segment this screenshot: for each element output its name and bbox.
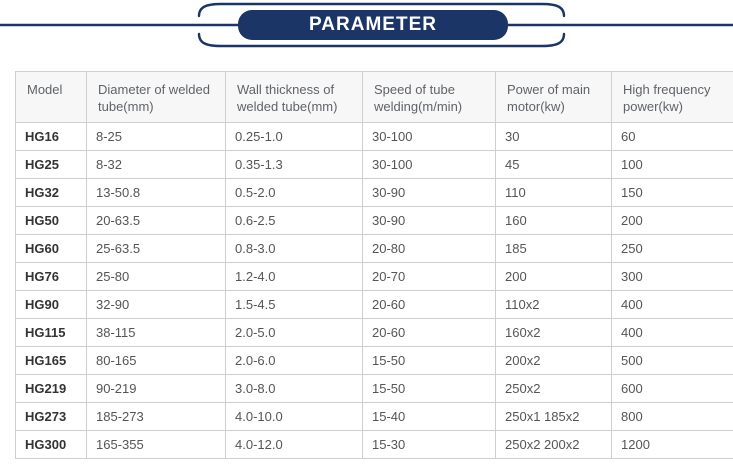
banner-title: PARAMETER (309, 14, 437, 35)
table-row: HG165 80-165 2.0-6.0 15-50 200x2 500 (15, 346, 733, 375)
value-cell: 30-90 (362, 206, 496, 235)
value-cell: 15-30 (362, 430, 496, 459)
value-cell: 30-100 (362, 122, 496, 151)
value-cell: 8-32 (86, 150, 226, 179)
table-body: HG16 8-25 0.25-1.0 30-100 30 60 HG25 8-32 0.35-1… (15, 122, 733, 459)
table-row: HG32 13-50.8 0.5-2.0 30-90 110 150 (15, 178, 733, 207)
value-cell: 20-60 (362, 290, 496, 319)
value-cell: 110 (495, 178, 612, 207)
value-cell: 30-100 (362, 150, 496, 179)
value-cell: 15-50 (362, 346, 496, 375)
model-cell: HG50 (15, 206, 87, 235)
value-cell: 2.0-6.0 (225, 346, 363, 375)
value-cell: 90-219 (86, 374, 226, 403)
parameter-table: Model Diameter of welded tube(mm) Wall thi… (15, 71, 733, 459)
column-header-1: Diameter of welded tube(mm) (86, 71, 226, 123)
value-cell: 4.0-12.0 (225, 430, 363, 459)
model-cell: HG115 (15, 318, 87, 347)
value-cell: 250 (611, 234, 733, 263)
table-row: HG16 8-25 0.25-1.0 30-100 30 60 (15, 122, 733, 151)
column-header-5: High frequency power(kw) (611, 71, 733, 123)
header-row: Model Diameter of welded tube(mm) Wall thi… (15, 71, 733, 123)
model-cell: HG60 (15, 234, 87, 263)
table-row: HG300 165-355 4.0-12.0 15-30 250x2 200x2 1200 (15, 430, 733, 459)
model-cell: HG300 (15, 430, 87, 459)
value-cell: 20-80 (362, 234, 496, 263)
value-cell: 400 (611, 290, 733, 319)
value-cell: 32-90 (86, 290, 226, 319)
value-cell: 165-355 (86, 430, 226, 459)
value-cell: 160x2 (495, 318, 612, 347)
value-cell: 400 (611, 318, 733, 347)
value-cell: 185-273 (86, 402, 226, 431)
value-cell: 15-40 (362, 402, 496, 431)
table-row: HG115 38-115 2.0-5.0 20-60 160x2 400 (15, 318, 733, 347)
model-cell: HG165 (15, 346, 87, 375)
value-cell: 250x2 200x2 (495, 430, 612, 459)
value-cell: 20-60 (362, 318, 496, 347)
model-cell: HG32 (15, 178, 87, 207)
value-cell: 300 (611, 262, 733, 291)
value-cell: 200 (495, 262, 612, 291)
banner-outline-top (197, 2, 566, 18)
value-cell: 30-90 (362, 178, 496, 207)
value-cell: 185 (495, 234, 612, 263)
value-cell: 45 (495, 150, 612, 179)
value-cell: 60 (611, 122, 733, 151)
banner-outline-bottom (197, 32, 566, 48)
value-cell: 13-50.8 (86, 178, 226, 207)
value-cell: 160 (495, 206, 612, 235)
value-cell: 1.2-4.0 (225, 262, 363, 291)
model-cell: HG219 (15, 374, 87, 403)
table-row: HG50 20-63.5 0.6-2.5 30-90 160 200 (15, 206, 733, 235)
value-cell: 0.6-2.5 (225, 206, 363, 235)
model-cell: HG273 (15, 402, 87, 431)
value-cell: 200x2 (495, 346, 612, 375)
column-header-2: Wall thickness of welded tube(mm) (225, 71, 363, 123)
value-cell: 500 (611, 346, 733, 375)
value-cell: 100 (611, 150, 733, 179)
value-cell: 600 (611, 374, 733, 403)
value-cell: 1.5-4.5 (225, 290, 363, 319)
column-header-model: Model (15, 71, 87, 123)
table-row: HG25 8-32 0.35-1.3 30-100 45 100 (15, 150, 733, 179)
table-row: HG273 185-273 4.0-10.0 15-40 250x1 185x2 800 (15, 402, 733, 431)
value-cell: 4.0-10.0 (225, 402, 363, 431)
table-row: HG90 32-90 1.5-4.5 20-60 110x2 400 (15, 290, 733, 319)
model-cell: HG90 (15, 290, 87, 319)
value-cell: 0.35-1.3 (225, 150, 363, 179)
value-cell: 0.8-3.0 (225, 234, 363, 263)
table-row: HG60 25-63.5 0.8-3.0 20-80 185 250 (15, 234, 733, 263)
value-cell: 110x2 (495, 290, 612, 319)
model-cell: HG25 (15, 150, 87, 179)
table-row: HG219 90-219 3.0-8.0 15-50 250x2 600 (15, 374, 733, 403)
value-cell: 38-115 (86, 318, 226, 347)
value-cell: 1200 (611, 430, 733, 459)
column-header-4: Power of main motor(kw) (495, 71, 612, 123)
value-cell: 25-80 (86, 262, 226, 291)
value-cell: 2.0-5.0 (225, 318, 363, 347)
value-cell: 8-25 (86, 122, 226, 151)
value-cell: 30 (495, 122, 612, 151)
value-cell: 80-165 (86, 346, 226, 375)
value-cell: 3.0-8.0 (225, 374, 363, 403)
value-cell: 150 (611, 178, 733, 207)
value-cell: 15-50 (362, 374, 496, 403)
column-header-3: Speed of tube welding(m/min) (362, 71, 496, 123)
banner-pill: PARAMETER (238, 10, 508, 40)
value-cell: 250x2 (495, 374, 612, 403)
value-cell: 20-63.5 (86, 206, 226, 235)
value-cell: 800 (611, 402, 733, 431)
value-cell: 25-63.5 (86, 234, 226, 263)
value-cell: 20-70 (362, 262, 496, 291)
model-cell: HG16 (15, 122, 87, 151)
value-cell: 0.25-1.0 (225, 122, 363, 151)
parameter-banner: PARAMETER (0, 0, 733, 55)
table-row: HG76 25-80 1.2-4.0 20-70 200 300 (15, 262, 733, 291)
value-cell: 250x1 185x2 (495, 402, 612, 431)
value-cell: 0.5-2.0 (225, 178, 363, 207)
value-cell: 200 (611, 206, 733, 235)
table-header: Model Diameter of welded tube(mm) Wall thi… (15, 71, 733, 123)
model-cell: HG76 (15, 262, 87, 291)
